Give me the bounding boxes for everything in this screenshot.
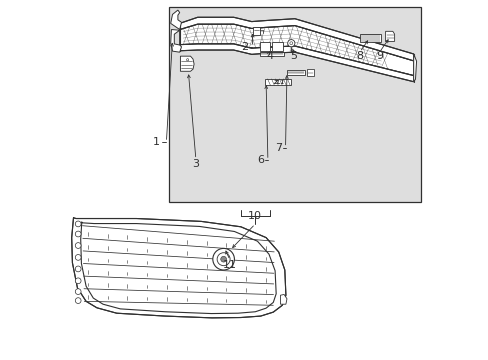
- Bar: [252, 27, 260, 35]
- Text: 4: 4: [265, 51, 273, 61]
- Bar: [259, 52, 284, 56]
- Text: 9: 9: [375, 51, 382, 61]
- Polygon shape: [271, 42, 282, 51]
- Bar: [306, 69, 313, 76]
- Circle shape: [287, 40, 294, 47]
- Bar: [265, 79, 291, 85]
- Polygon shape: [280, 294, 286, 304]
- Polygon shape: [385, 31, 394, 41]
- Polygon shape: [170, 30, 181, 52]
- Bar: [359, 34, 381, 42]
- Circle shape: [220, 256, 226, 262]
- Polygon shape: [413, 54, 416, 82]
- Circle shape: [75, 231, 81, 237]
- Circle shape: [75, 289, 81, 294]
- Polygon shape: [179, 44, 413, 82]
- Text: 2: 2: [241, 42, 247, 52]
- Polygon shape: [179, 24, 413, 76]
- Circle shape: [75, 266, 81, 272]
- Text: 5: 5: [290, 51, 297, 61]
- Polygon shape: [170, 10, 181, 30]
- Polygon shape: [180, 56, 194, 71]
- Text: 6: 6: [257, 155, 264, 165]
- Circle shape: [212, 248, 234, 270]
- Text: 11: 11: [223, 260, 237, 270]
- Polygon shape: [259, 42, 270, 51]
- Bar: [168, 7, 420, 202]
- Text: ZL1: ZL1: [272, 80, 284, 85]
- Bar: [286, 70, 305, 75]
- Text: 1: 1: [152, 137, 160, 147]
- Text: 10: 10: [248, 211, 262, 221]
- Polygon shape: [179, 17, 413, 61]
- Circle shape: [75, 278, 81, 284]
- Text: 7: 7: [274, 143, 281, 153]
- Text: 8: 8: [355, 51, 363, 61]
- Polygon shape: [72, 218, 285, 318]
- Circle shape: [75, 243, 81, 248]
- Circle shape: [75, 221, 81, 227]
- Circle shape: [75, 298, 81, 303]
- Circle shape: [75, 255, 81, 260]
- Text: 3: 3: [192, 159, 199, 169]
